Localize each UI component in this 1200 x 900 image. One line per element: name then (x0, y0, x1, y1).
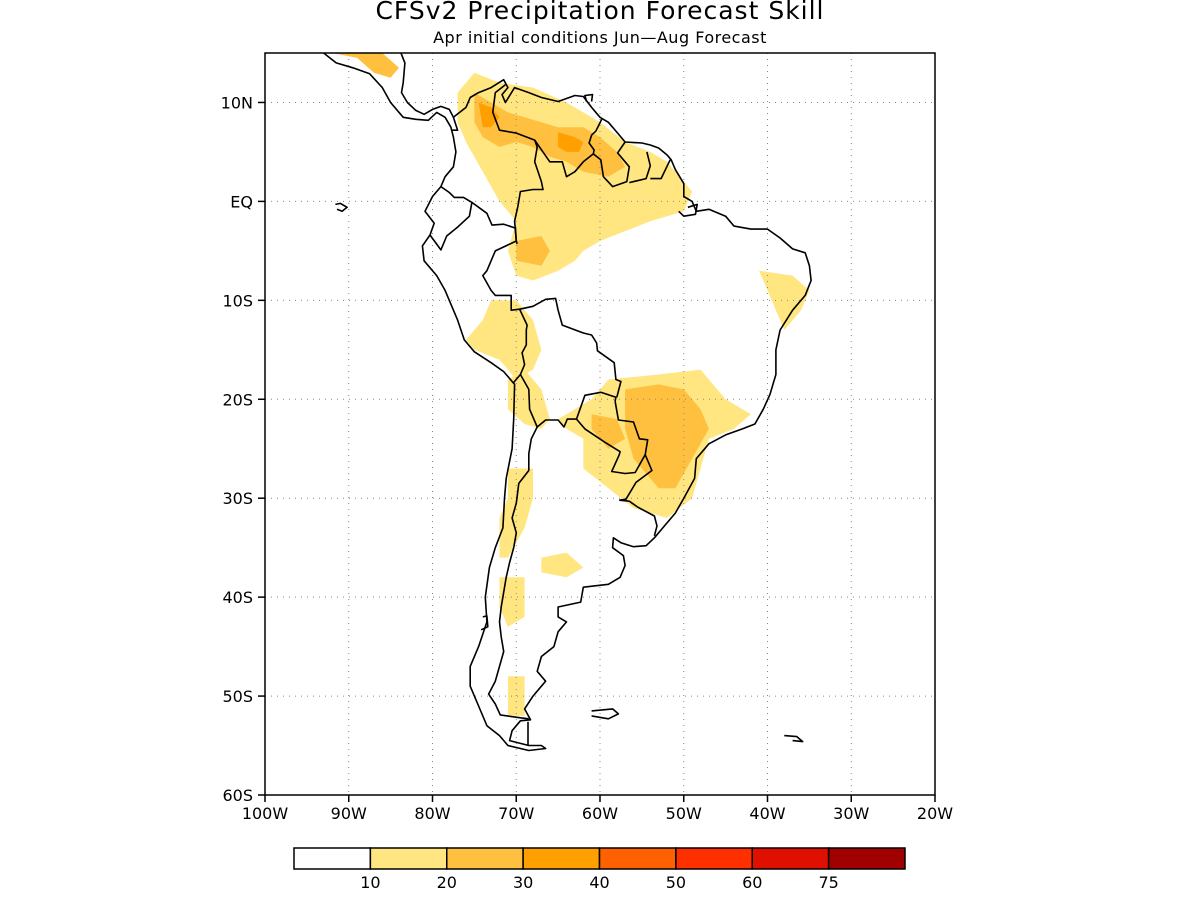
country-border (619, 454, 653, 501)
lat-tick-label: 50S (222, 687, 253, 706)
colorbar-swatch (598, 847, 677, 870)
skill-region (474, 92, 626, 177)
lon-tick-label: 30W (833, 804, 869, 823)
country-border (519, 297, 622, 398)
lat-tick-label: 30S (222, 489, 253, 508)
grid-lines (265, 53, 935, 795)
colorbar: 10 20 30 40 50 60 75 (293, 847, 906, 892)
colorbar-label: 30 (513, 873, 533, 892)
lon-tick-label: 80W (414, 804, 450, 823)
colorbar-swatch (369, 847, 448, 870)
skill-region (332, 53, 399, 78)
skill-region (625, 384, 709, 489)
country-border (519, 374, 617, 428)
lat-tick-label: EQ (230, 192, 253, 211)
country-border (487, 426, 538, 720)
skill-region (541, 552, 584, 578)
country-border (481, 240, 528, 384)
lon-tick-label: 90W (331, 804, 367, 823)
lon-tick-label: 50W (666, 804, 702, 823)
country-border (592, 141, 631, 188)
colorbar-label: 10 (360, 873, 380, 892)
colorbar-swatch (293, 847, 372, 870)
country-border (575, 401, 649, 475)
skill-region (507, 676, 525, 716)
coastline (784, 734, 804, 743)
country-border (629, 151, 652, 184)
lon-tick-label: 60W (582, 804, 618, 823)
lon-tick-label: 70W (498, 804, 534, 823)
colorbar-label: 75 (818, 873, 838, 892)
coastline (584, 93, 594, 102)
country-border (491, 84, 544, 245)
lon-tick-label: 100W (242, 804, 289, 823)
colorbar-label: 60 (742, 873, 762, 892)
country-border (650, 159, 672, 180)
skill-region (499, 468, 533, 558)
coastline (480, 615, 489, 631)
country-border (471, 201, 518, 242)
skill-region (591, 414, 626, 449)
coastline (678, 203, 699, 217)
skill-region (558, 132, 584, 152)
colorbar-swatch (446, 847, 524, 870)
colorbar-swatch (827, 847, 906, 870)
lat-tick-label: 10N (221, 93, 253, 112)
coastline (335, 202, 348, 213)
chart-title: CFSv2 Precipitation Forecast Skill (375, 0, 825, 25)
coastline (400, 53, 455, 118)
colorbar-swatch (675, 847, 753, 870)
coastline (265, 53, 324, 54)
coastline (591, 708, 620, 720)
chart-subtitle: Apr initial conditions Jun—Aug Forecast (433, 28, 767, 47)
colorbar-label: 50 (666, 873, 686, 892)
skill-region (516, 236, 550, 266)
country-border (429, 185, 473, 251)
colorbar-swatch (751, 847, 830, 870)
lat-tick-label: 10S (222, 291, 253, 310)
colorbar-label: 40 (589, 873, 609, 892)
country-border (619, 499, 658, 537)
lon-tick-label: 40W (749, 804, 785, 823)
skill-region (466, 300, 542, 380)
country-border (450, 117, 459, 131)
coastlines (265, 53, 812, 752)
country-borders (429, 84, 672, 746)
coastline (323, 53, 812, 752)
skill-region (478, 102, 500, 128)
skill-region (759, 270, 810, 330)
colorbar-swatch (522, 847, 601, 870)
lat-tick-label: 40S (222, 588, 253, 607)
lat-tick-label: 20S (222, 390, 253, 409)
skill-region (499, 577, 525, 627)
lon-tick-label: 20W (917, 804, 953, 823)
lat-tick-label: 60S (222, 786, 253, 805)
colorbar-label: 20 (437, 873, 457, 892)
country-border (534, 118, 603, 178)
